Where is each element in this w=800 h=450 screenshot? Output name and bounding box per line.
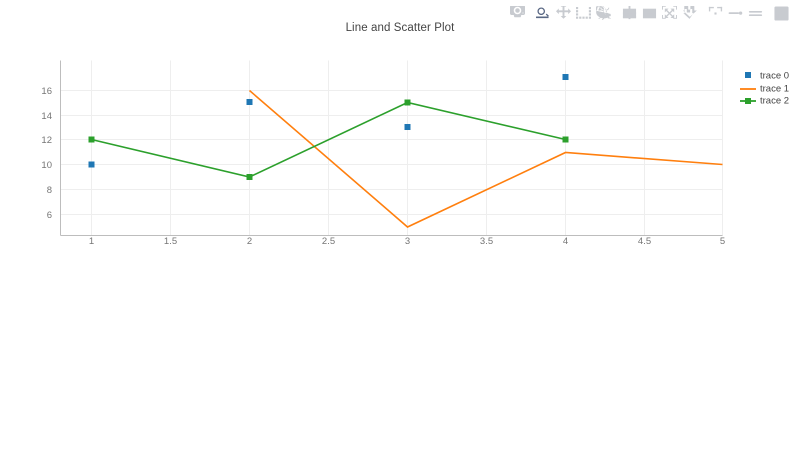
y-tick-label: 12 xyxy=(41,135,52,146)
x-tick-label: 3.5 xyxy=(480,236,493,247)
legend-label: trace 2 xyxy=(760,96,789,107)
x-tick-label: 3 xyxy=(405,236,410,247)
y-tick-label: 8 xyxy=(47,185,52,196)
hover-compare-icon[interactable] xyxy=(745,4,765,22)
autoscale-icon[interactable] xyxy=(659,4,679,22)
x-tick-label: 1.5 xyxy=(164,236,177,247)
x-gridlines xyxy=(91,60,723,236)
legend-item-trace-1[interactable]: trace 1 xyxy=(740,84,789,95)
y-gridlines xyxy=(60,90,723,215)
legend-item-trace-0[interactable]: trace 0 xyxy=(745,71,789,82)
x-tick-label: 2 xyxy=(247,236,252,247)
y-tick-label: 14 xyxy=(41,111,52,122)
zoom-icon[interactable] xyxy=(533,4,553,22)
legend-label: trace 1 xyxy=(760,84,789,95)
x-tick-label: 1 xyxy=(89,236,94,247)
camera-icon[interactable] xyxy=(507,4,527,22)
zoom-in-icon[interactable] xyxy=(619,4,639,22)
modebar-group-hover xyxy=(702,4,768,22)
chart-title: Line and Scatter Plot xyxy=(345,22,455,34)
zoom-out-icon[interactable] xyxy=(639,4,659,22)
box-select-icon[interactable] xyxy=(573,4,593,22)
series-line-trace-1[interactable] xyxy=(248,89,723,228)
legend-marker-trace-0 xyxy=(745,72,751,78)
pan-icon[interactable] xyxy=(553,4,573,22)
x-tick-label: 4.5 xyxy=(638,236,651,247)
x-tick-label: 2.5 xyxy=(322,236,335,247)
modebar-group-drag xyxy=(530,4,616,22)
legend-item-trace-2[interactable]: trace 2 xyxy=(740,96,789,107)
legend-label: trace 0 xyxy=(760,71,789,82)
x-tick-label: 5 xyxy=(720,236,725,247)
y-tick-labels: 6 8 10 12 14 16 xyxy=(41,86,52,221)
x-tick-labels: 1 1.5 2 2.5 3 3.5 4 4.5 5 xyxy=(89,236,725,247)
modebar-group-logo xyxy=(768,4,794,22)
legend-marker-trace-2 xyxy=(745,98,751,104)
series-line-trace-2[interactable] xyxy=(91,101,566,178)
compare-data-icon[interactable] xyxy=(725,4,745,22)
y-tick-label: 10 xyxy=(41,160,52,171)
legend: trace 0 trace 1 trace 2 xyxy=(740,71,789,107)
x-tick-label: 4 xyxy=(563,236,568,247)
reset-axes-icon[interactable] xyxy=(679,4,699,22)
spike-lines-icon[interactable] xyxy=(705,4,725,22)
modebar-group-zoom xyxy=(616,4,702,22)
y-tick-label: 6 xyxy=(47,210,52,221)
series-markers-trace-0[interactable] xyxy=(88,74,569,168)
modebar-group-download xyxy=(504,4,530,22)
y-tick-label: 16 xyxy=(41,86,52,97)
plotly-logo-icon[interactable] xyxy=(771,4,791,22)
lasso-select-icon[interactable] xyxy=(593,4,613,22)
series-markers-trace-2[interactable] xyxy=(88,99,569,181)
modebar xyxy=(504,3,794,23)
